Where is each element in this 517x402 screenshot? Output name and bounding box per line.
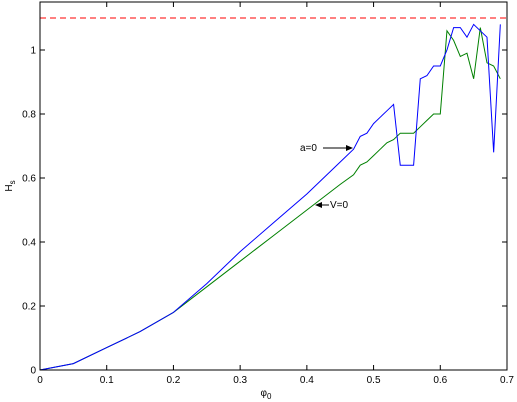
annotation: a=0 xyxy=(300,143,317,154)
y-tick-label: 0.4 xyxy=(22,238,36,249)
arrow-head xyxy=(315,202,322,208)
x-tick-label: 0.5 xyxy=(367,375,381,386)
annotation: V=0 xyxy=(330,200,349,211)
y-tick-label: 0.2 xyxy=(22,302,36,313)
x-tick-label: 0.4 xyxy=(300,375,314,386)
series-line xyxy=(39,23,501,371)
y-axis-label: Hs xyxy=(4,180,17,191)
x-tick-label: 0.6 xyxy=(433,375,447,386)
x-tick-label: 0.7 xyxy=(500,375,514,386)
y-tick-label: 0.6 xyxy=(22,174,36,185)
x-tick-label: 0.1 xyxy=(100,375,114,386)
y-tick-label: 0.8 xyxy=(22,110,36,121)
x-axis-label: φ0 xyxy=(261,388,272,401)
arrow-head xyxy=(346,145,353,151)
y-tick-label: 0 xyxy=(30,366,36,377)
x-tick-label: 0.2 xyxy=(166,375,180,386)
series-line xyxy=(39,27,501,371)
x-tick-label: 0.3 xyxy=(233,375,247,386)
x-tick-label: 0 xyxy=(37,375,43,386)
plot-frame xyxy=(39,1,508,371)
y-tick-label: 1 xyxy=(30,46,36,57)
